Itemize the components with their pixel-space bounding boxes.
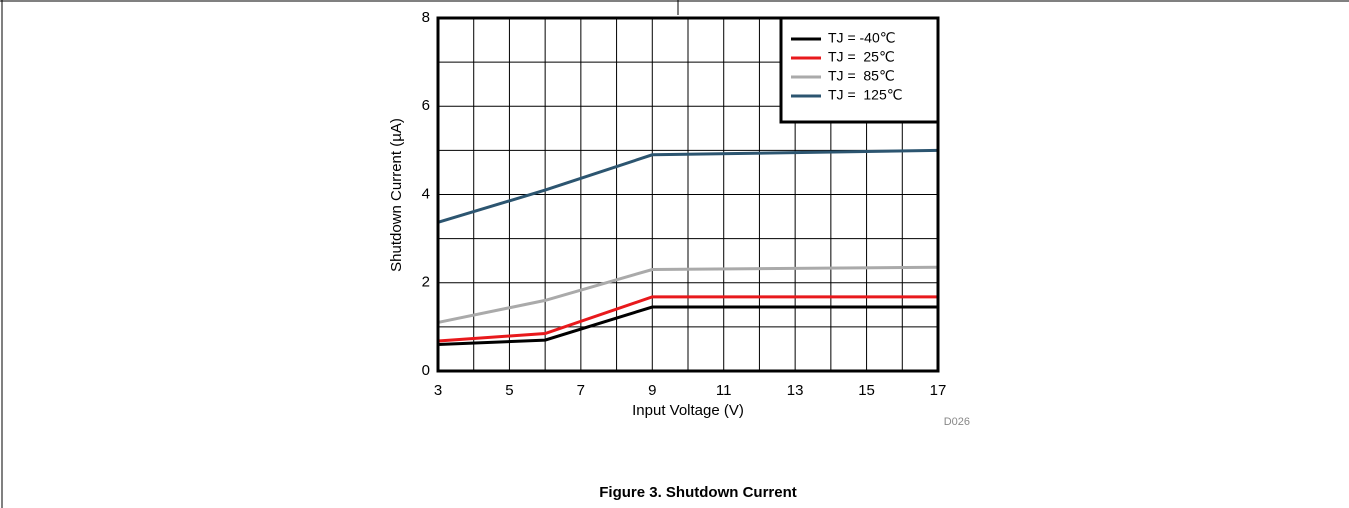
legend-label: TJ = 125℃ bbox=[828, 87, 902, 103]
x-tick-label: 3 bbox=[434, 382, 442, 399]
x-axis-label: Input Voltage (V) bbox=[632, 402, 744, 419]
x-tick-label: 7 bbox=[577, 382, 585, 399]
legend-label: TJ = -40℃ bbox=[828, 30, 895, 46]
legend-label: TJ = 25℃ bbox=[828, 49, 895, 65]
y-tick-label: 0 bbox=[422, 362, 430, 379]
y-tick-label: 6 bbox=[422, 97, 430, 114]
plot-frame bbox=[436, 16, 940, 373]
legend-box bbox=[779, 16, 940, 124]
x-tick-label: 9 bbox=[648, 382, 656, 399]
y-tick-label: 4 bbox=[422, 185, 430, 202]
x-tick-label: 17 bbox=[930, 382, 947, 399]
y-tick-label: 2 bbox=[422, 274, 430, 291]
x-tick-label: 15 bbox=[858, 382, 875, 399]
data-line bbox=[437, 265, 939, 324]
data-line bbox=[437, 148, 939, 224]
y-tick-label: 8 bbox=[422, 9, 430, 26]
figure-caption: Figure 3. Shutdown Current bbox=[599, 484, 797, 501]
y-axis-label: Shutdown Current (µA) bbox=[388, 118, 405, 272]
x-tick-label: 13 bbox=[787, 382, 804, 399]
figure-id: D026 bbox=[944, 416, 970, 428]
data-line bbox=[437, 305, 938, 347]
data-line bbox=[437, 295, 938, 343]
x-tick-label: 5 bbox=[505, 382, 513, 399]
legend-label: TJ = 85℃ bbox=[828, 68, 895, 84]
x-tick-label: 11 bbox=[716, 382, 732, 399]
